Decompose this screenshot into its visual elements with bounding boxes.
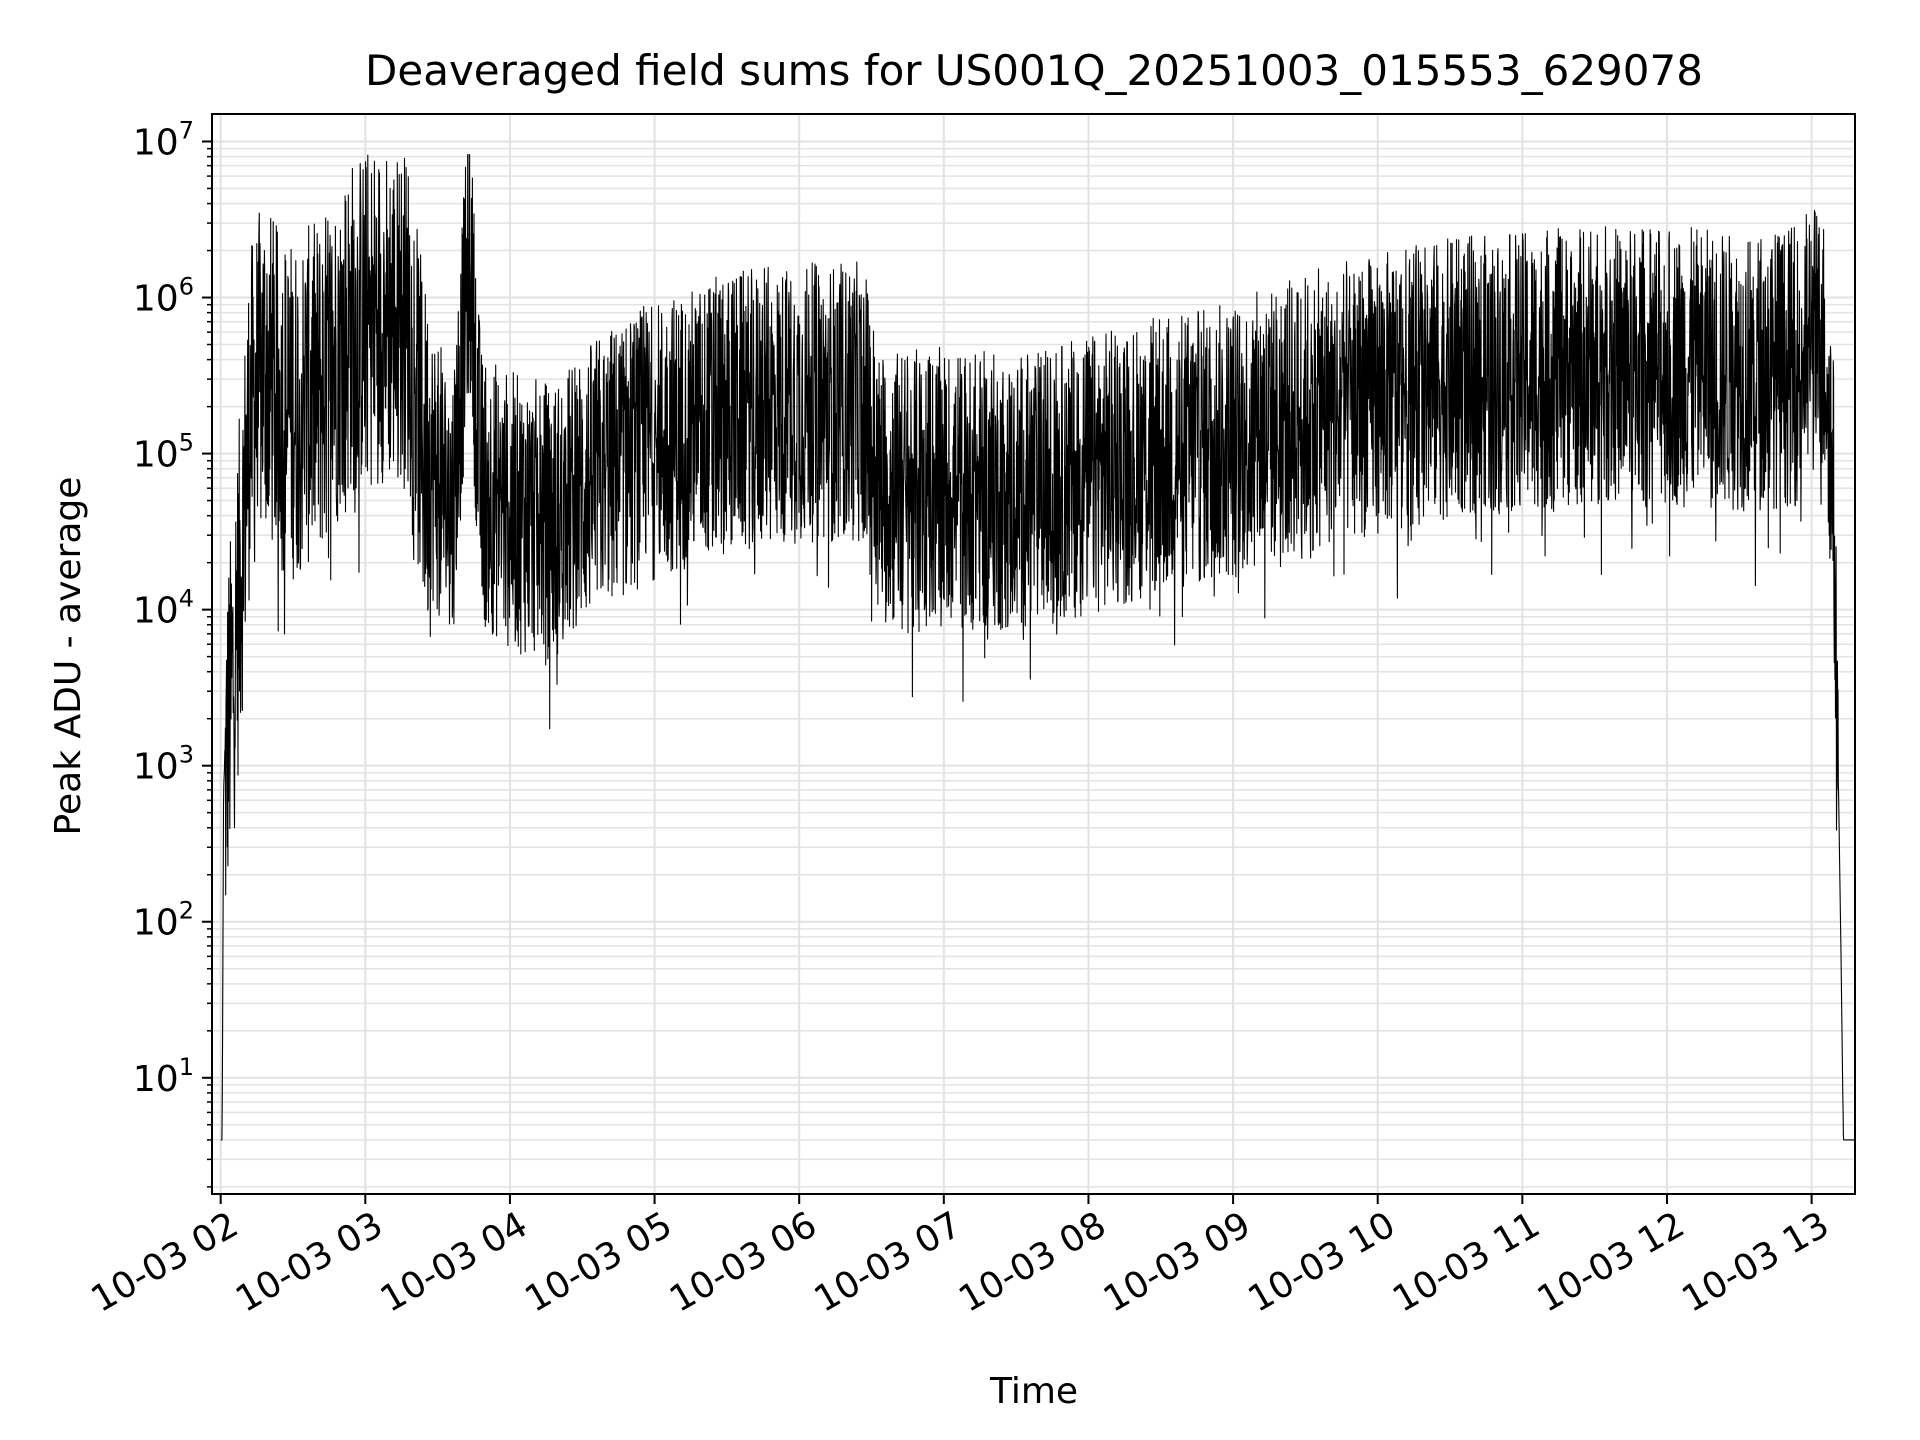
x-tick-label: 10-03 03: [229, 1204, 390, 1320]
x-tick-label: 10-03 02: [85, 1204, 246, 1320]
y-tick-label: 107: [133, 116, 194, 163]
x-axis-label: Time: [989, 1371, 1078, 1412]
y-tick-label: 104: [133, 585, 194, 632]
y-tick-label: 101: [133, 1053, 194, 1100]
x-tick-label: 10-03 11: [1386, 1204, 1547, 1320]
x-tick-label: 10-03 08: [952, 1204, 1113, 1320]
y-axis-label: Peak ADU - average: [48, 477, 89, 836]
plot-frame: [211, 113, 1856, 1195]
y-tick-label: 106: [133, 273, 194, 320]
x-tick-label: 10-03 12: [1531, 1204, 1692, 1320]
x-tick-label: 10-03 04: [374, 1204, 535, 1320]
x-tick-label: 10-03 06: [663, 1204, 824, 1320]
y-tick-label: 102: [133, 897, 194, 944]
grid: [212, 114, 1855, 1194]
series-layer: [220, 153, 1856, 1141]
series-line: [220, 153, 1856, 1141]
x-tick-label: 10-03 05: [518, 1204, 679, 1320]
y-axis: 101 102 103 104 105 106 107: [133, 116, 212, 1188]
x-tick-label: 10-03 09: [1097, 1204, 1258, 1320]
x-tick-label: 10-03 10: [1242, 1204, 1403, 1320]
x-tick-label: 10-03 13: [1675, 1204, 1836, 1320]
y-tick-label: 105: [133, 429, 194, 476]
y-tick-label: 103: [133, 741, 194, 788]
chart-title: Deaveraged field sums for US001Q_2025100…: [365, 46, 1703, 95]
x-tick-label: 10-03 07: [808, 1204, 969, 1320]
